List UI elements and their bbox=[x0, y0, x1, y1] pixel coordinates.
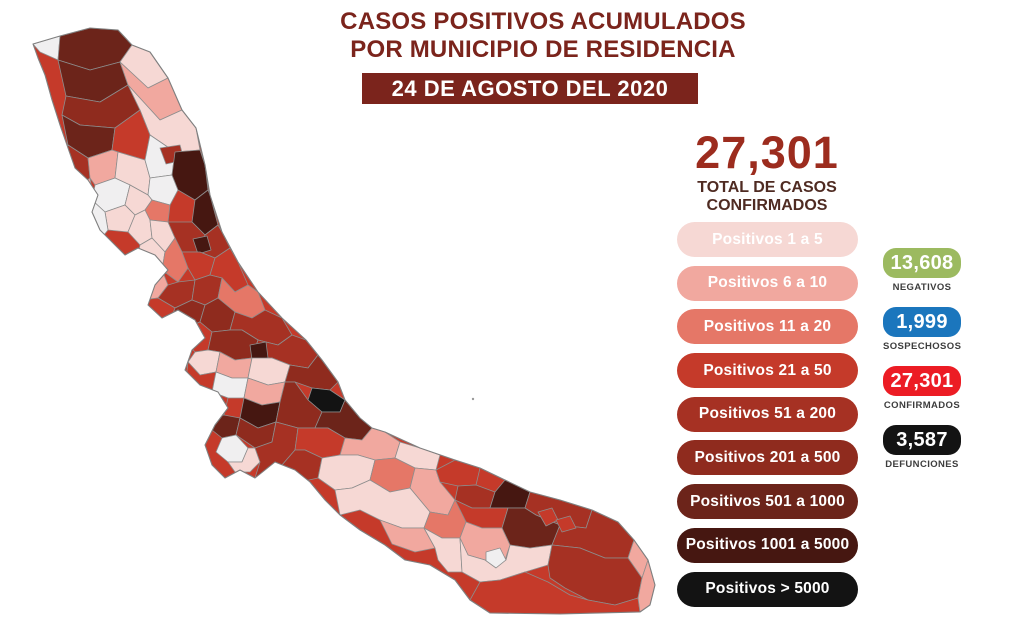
stat-defunciones-value: 3,587 bbox=[883, 425, 961, 455]
stat-sospechosos: 1,999 SOSPECHOSOS bbox=[883, 307, 961, 352]
summary-stats: 13,608 NEGATIVOS 1,999 SOSPECHOSOS 27,30… bbox=[883, 248, 961, 484]
stat-confirmados-label: CONFIRMADOS bbox=[883, 400, 961, 411]
stat-sospechosos-label: SOSPECHOSOS bbox=[883, 341, 962, 352]
total-confirmed-block: 27,301 TOTAL DE CASOS CONFIRMADOS bbox=[672, 130, 862, 215]
veracruz-choropleth-map bbox=[32, 27, 656, 615]
municipality-cells bbox=[33, 28, 655, 614]
legend: Positivos 1 a 5 Positivos 6 a 10 Positiv… bbox=[677, 222, 858, 607]
legend-item-201-500: Positivos 201 a 500 bbox=[677, 440, 858, 476]
page-title: CASOS POSITIVOS ACUMULADOS POR MUNICIPIO… bbox=[325, 8, 761, 64]
legend-item-1001-5000: Positivos 1001 a 5000 bbox=[677, 527, 858, 563]
map-speck bbox=[471, 397, 475, 401]
total-confirmed-value: 27,301 bbox=[695, 127, 839, 178]
page-title-line1: CASOS POSITIVOS ACUMULADOS bbox=[340, 8, 746, 35]
date-banner: 24 DE AGOSTO DEL 2020 bbox=[362, 73, 698, 104]
stat-confirmados: 27,301 CONFIRMADOS bbox=[883, 366, 961, 411]
page-title-line2: POR MUNICIPIO DE RESIDENCIA bbox=[350, 36, 736, 63]
total-label-line2: CONFIRMADOS bbox=[706, 197, 828, 214]
legend-item-1-5: Positivos 1 a 5 bbox=[677, 222, 858, 257]
legend-item-11-20: Positivos 11 a 20 bbox=[677, 309, 858, 345]
stat-negativos: 13,608 NEGATIVOS bbox=[883, 248, 961, 293]
legend-item-501-1000: Positivos 501 a 1000 bbox=[677, 484, 858, 520]
total-confirmed-label: TOTAL DE CASOS CONFIRMADOS bbox=[672, 179, 862, 215]
stat-sospechosos-value: 1,999 bbox=[883, 307, 961, 337]
legend-item-51-200: Positivos 51 a 200 bbox=[677, 396, 858, 432]
legend-item-over-5000: Positivos > 5000 bbox=[677, 571, 858, 607]
state-outline bbox=[32, 27, 656, 615]
legend-item-6-10: Positivos 6 a 10 bbox=[677, 265, 858, 301]
stat-defunciones: 3,587 DEFUNCIONES bbox=[883, 425, 961, 470]
total-label-line1: TOTAL DE CASOS bbox=[697, 179, 837, 196]
stat-negativos-label: NEGATIVOS bbox=[892, 282, 952, 293]
stat-defunciones-label: DEFUNCIONES bbox=[885, 459, 959, 470]
stat-negativos-value: 13,608 bbox=[883, 248, 961, 278]
stat-confirmados-value: 27,301 bbox=[883, 366, 961, 396]
legend-item-21-50: Positivos 21 a 50 bbox=[677, 353, 858, 389]
